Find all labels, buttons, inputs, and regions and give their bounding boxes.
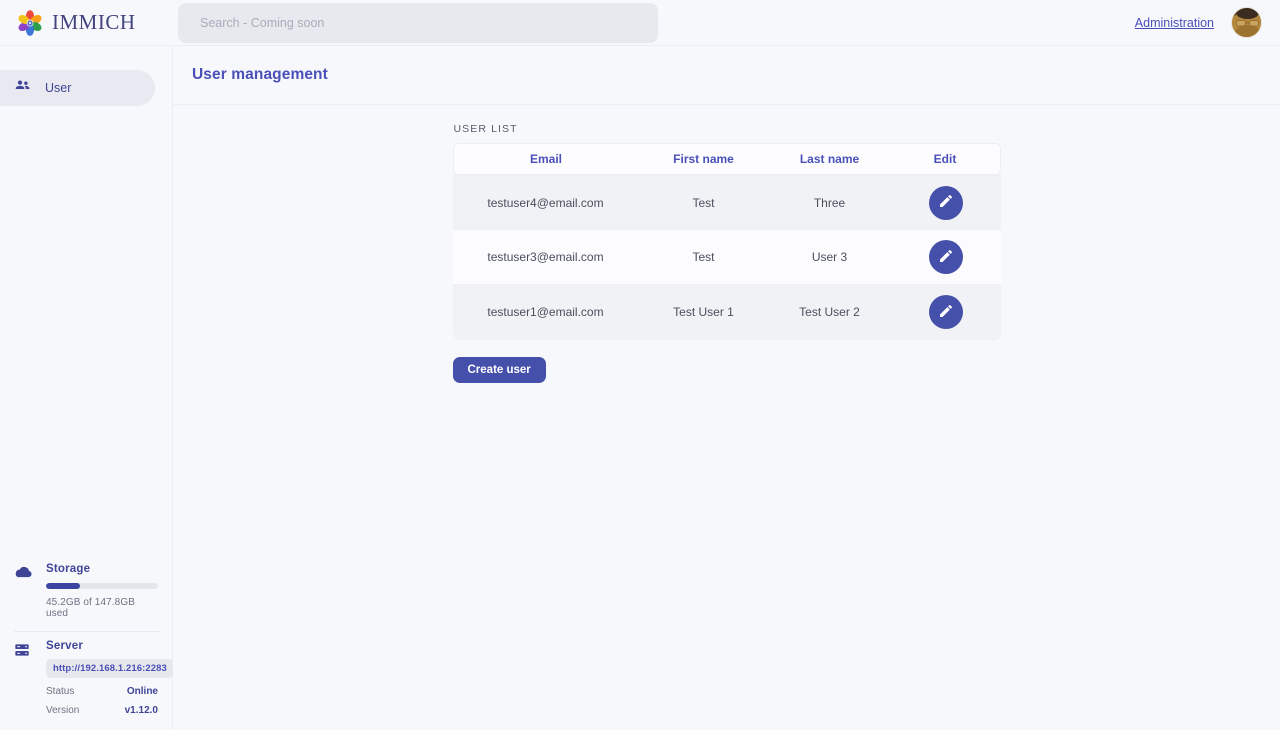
cell-edit <box>890 230 1001 285</box>
administration-link[interactable]: Administration <box>1134 15 1214 30</box>
cell-first-name: Test <box>638 230 769 285</box>
cell-edit <box>890 175 1001 230</box>
immich-flower-logo-icon <box>17 9 43 36</box>
cell-first-name: Test <box>638 175 769 230</box>
column-header-email[interactable]: Email <box>452 143 639 175</box>
table-row: testuser3@email.com Test User 3 <box>452 230 1001 285</box>
server-widget: Server http://192.168.1.216:2283 Status … <box>14 632 174 716</box>
top-bar: IMMICH Administration <box>0 0 1280 46</box>
cell-email: testuser3@email.com <box>452 230 639 285</box>
storage-progress-fill <box>46 583 81 589</box>
brand-name: IMMICH <box>52 10 136 34</box>
user-table-body: testuser4@email.com Test Three testuser3@em… <box>452 175 1001 340</box>
top-bar-right: Administration <box>1135 7 1262 38</box>
storage-progress-bar <box>46 583 158 589</box>
sidebar-divider <box>14 631 159 632</box>
column-header-edit: Edit <box>890 143 1001 175</box>
server-version-value: v1.12.0 <box>124 705 158 716</box>
avatar[interactable] <box>1231 7 1262 38</box>
user-list-panel: USER LIST Email First name Last name Edi… <box>452 123 1001 383</box>
content-area: USER LIST Email First name Last name Edi… <box>173 105 1280 383</box>
server-version-row: Version v1.12.0 <box>46 705 158 716</box>
user-list-label: USER LIST <box>453 123 518 135</box>
server-version-label: Version <box>46 705 80 716</box>
server-status-label: Status <box>46 686 75 697</box>
server-status-value: Online <box>126 686 158 697</box>
user-table-head: Email First name Last name Edit <box>452 143 1001 175</box>
column-header-first-name[interactable]: First name <box>638 143 769 175</box>
edit-user-button[interactable] <box>928 240 963 274</box>
main-content: User management USER LIST Email First na… <box>173 46 1280 730</box>
page-title: User management <box>192 66 328 83</box>
search-bar[interactable] <box>178 2 658 43</box>
people-group-icon <box>14 77 31 99</box>
server-status-row: Status Online <box>46 686 158 697</box>
cell-email: testuser1@email.com <box>452 285 639 340</box>
cell-email: testuser4@email.com <box>452 175 639 230</box>
sidebar-item-user[interactable]: User <box>0 70 155 106</box>
table-row: testuser1@email.com Test User 1 Test User … <box>452 285 1001 340</box>
edit-user-button[interactable] <box>928 295 963 329</box>
cell-last-name: Three <box>768 175 891 230</box>
server-rack-icon <box>14 640 36 716</box>
cell-first-name: Test User 1 <box>638 285 769 340</box>
server-url-chip[interactable]: http://192.168.1.216:2283 <box>46 659 174 678</box>
cell-last-name: Test User 2 <box>768 285 891 340</box>
search-input[interactable] <box>198 14 638 31</box>
pencil-icon <box>938 303 954 322</box>
cloud-icon <box>14 563 36 619</box>
edit-user-button[interactable] <box>928 185 963 220</box>
pencil-icon <box>938 193 954 212</box>
page-header: User management <box>173 46 1280 105</box>
storage-usage-text: 45.2GB of 147.8GB used <box>46 597 135 619</box>
sidebar: User Storage 45.2GB of 147.8GB used <box>0 46 174 730</box>
sidebar-footer: Storage 45.2GB of 147.8GB used <box>0 555 174 716</box>
storage-widget: Storage 45.2GB of 147.8GB used <box>14 555 173 619</box>
cell-last-name: User 3 <box>768 230 891 285</box>
storage-title: Storage <box>46 563 91 575</box>
brand-logo[interactable]: IMMICH <box>17 9 157 36</box>
table-row: testuser4@email.com Test Three <box>452 175 1001 230</box>
create-user-button[interactable]: Create user <box>452 357 546 383</box>
sidebar-item-user-label: User <box>45 81 72 95</box>
column-header-last-name[interactable]: Last name <box>768 143 891 175</box>
cell-edit <box>890 285 1001 340</box>
user-table: Email First name Last name Edit testuser… <box>452 143 1001 340</box>
pencil-icon <box>938 248 954 267</box>
table-header-row: Email First name Last name Edit <box>452 143 1001 175</box>
server-title: Server <box>46 640 84 652</box>
